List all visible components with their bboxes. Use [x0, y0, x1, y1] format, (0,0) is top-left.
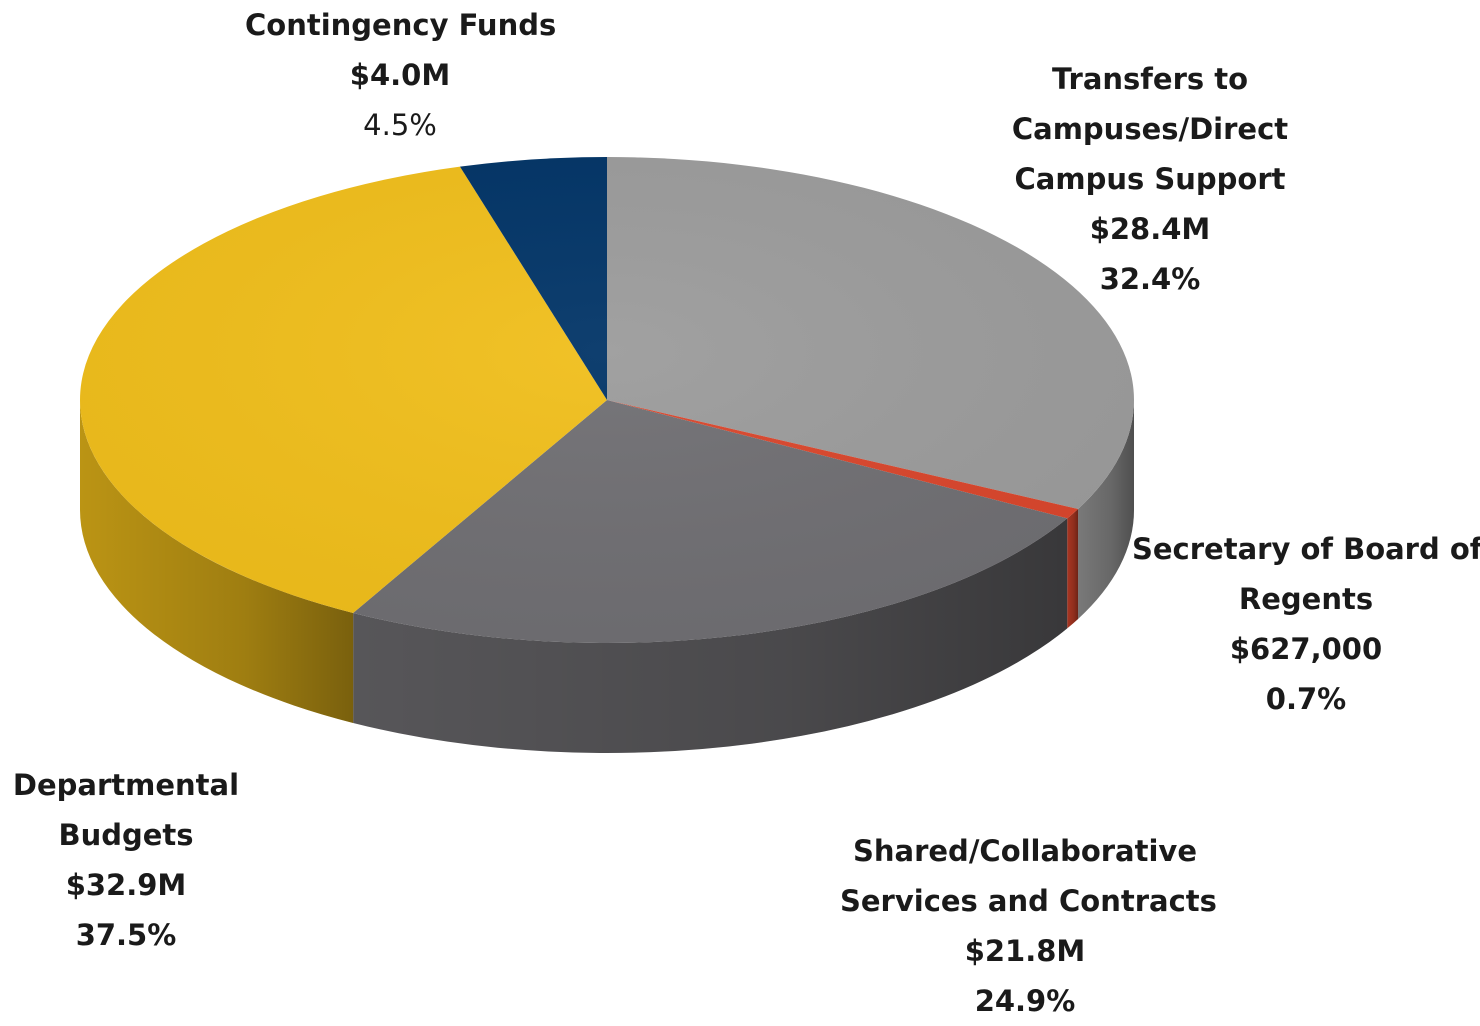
- label-name-line: Budgets: [58, 818, 194, 852]
- pie-side-shade-secretary: [1067, 508, 1079, 629]
- label-name-line: Services and Contracts: [840, 884, 1217, 918]
- label-name-line: Campuses/Direct: [1011, 112, 1289, 146]
- label-secretary-of-board: Secretary of Board of Regents $627,000 0…: [1132, 524, 1480, 724]
- label-name-line: Campus Support: [1014, 162, 1286, 196]
- label-amount: $21.8M: [964, 934, 1086, 968]
- label-amount: $32.9M: [65, 868, 187, 902]
- label-name-line: Regents: [1238, 582, 1374, 616]
- label-departmental-budgets: Departmental Budgets $32.9M 37.5%: [8, 760, 244, 960]
- label-name-line: Secretary of Board of: [1132, 532, 1480, 566]
- label-amount: $4.0M: [349, 58, 451, 92]
- pie-side-shade-shared: [353, 518, 1068, 753]
- label-name-line: Transfers to: [1051, 62, 1249, 96]
- label-name-line: Shared/Collaborative: [852, 834, 1197, 868]
- label-percent: 4.5%: [363, 108, 437, 142]
- label-percent: 24.9%: [974, 984, 1076, 1018]
- label-name-line: Departmental: [12, 768, 240, 802]
- pie-top-gloss: [80, 157, 1134, 643]
- label-amount: $627,000: [1229, 632, 1383, 666]
- label-transfers: Transfers to Campuses/Direct Campus Supp…: [1000, 54, 1300, 304]
- label-amount: $28.4M: [1089, 212, 1211, 246]
- pie-side-shade-departmental: [80, 400, 354, 723]
- label-percent: 37.5%: [75, 918, 177, 952]
- label-name-line: Contingency Funds: [245, 8, 557, 42]
- label-shared-services: Shared/Collaborative Services and Contra…: [840, 826, 1217, 1026]
- label-contingency-funds: Contingency Funds $4.0M 4.5%: [245, 0, 557, 150]
- label-percent: 32.4%: [1099, 262, 1201, 296]
- pie-side-shade-transfers: [1078, 400, 1134, 619]
- label-percent: 0.7%: [1265, 682, 1347, 716]
